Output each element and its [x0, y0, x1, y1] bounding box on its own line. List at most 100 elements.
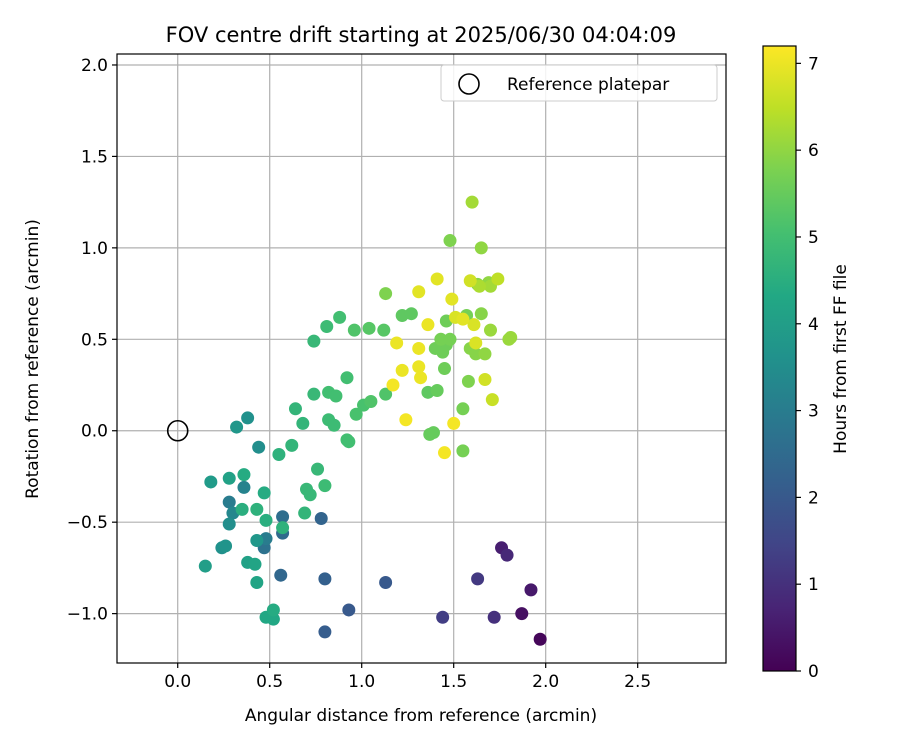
scatter-point	[222, 495, 236, 509]
scatter-point	[347, 323, 361, 337]
colorbar-tick-label: 6	[808, 141, 819, 161]
scatter-point	[266, 612, 280, 626]
colorbar-tick-label: 0	[808, 662, 819, 682]
y-tick-label: −1.0	[67, 605, 108, 625]
x-tick-label: 0.0	[164, 672, 191, 692]
colorbar-ticks: 0 1 2 3 4 5 6 7	[796, 54, 819, 682]
legend: Reference platepar	[440, 64, 718, 102]
y-axis-label: Rotation from reference (arcmin)	[23, 219, 43, 499]
scatter-point	[318, 625, 332, 639]
y-tick-label: 2.0	[81, 56, 108, 76]
y-tick-label: −0.5	[67, 513, 108, 533]
chart-title: FOV centre drift starting at 2025/06/30 …	[166, 23, 677, 47]
x-tick-label: 0.5	[256, 672, 283, 692]
scatter-point	[257, 486, 271, 500]
scatter-point	[478, 347, 492, 361]
scatter-point	[443, 234, 457, 248]
scatter-point	[204, 475, 218, 489]
scatter-point	[248, 557, 262, 571]
colorbar-tick-label: 4	[808, 315, 819, 335]
scatter-point	[471, 572, 485, 586]
scatter-point	[474, 307, 488, 321]
scatter-point	[515, 607, 529, 621]
scatter-point	[250, 533, 264, 547]
scatter-point	[483, 323, 497, 337]
scatter-point	[307, 387, 321, 401]
scatter-point	[379, 287, 393, 301]
scatter-point	[222, 471, 236, 485]
reference-platepar-marker	[166, 419, 189, 442]
scatter-point	[412, 341, 426, 355]
scatter-point	[237, 480, 251, 494]
scatter-point	[434, 332, 448, 346]
scatter-point	[364, 394, 378, 408]
scatter-point	[474, 241, 488, 255]
scatter-point	[276, 521, 290, 535]
x-axis-ticks: 0.0 0.5 1.0 1.5 2.0 2.5	[164, 663, 651, 692]
scatter-point	[276, 510, 290, 524]
scatter-point	[259, 513, 273, 527]
scatter-point	[250, 502, 264, 516]
scatter-point	[340, 371, 354, 385]
scatter-point	[524, 583, 538, 597]
scatter-point	[456, 444, 470, 458]
scatter-point	[296, 416, 310, 430]
scatter-point	[241, 411, 255, 425]
scatter-point	[447, 416, 461, 430]
scatter-point	[379, 576, 393, 590]
scatter-point	[491, 272, 505, 286]
scatter-point	[395, 363, 409, 377]
scatter-point	[456, 312, 470, 326]
scatter-point	[421, 318, 435, 332]
scatter-point	[456, 402, 470, 416]
scatter-point	[487, 610, 501, 624]
colorbar-label: Hours from first FF file	[831, 264, 851, 454]
x-tick-label: 1.0	[348, 672, 375, 692]
scatter-point	[274, 568, 288, 582]
scatter-point	[237, 468, 251, 482]
scatter-point	[222, 517, 236, 531]
scatter-point	[342, 435, 356, 449]
scatter-point	[303, 488, 317, 502]
colorbar-tick-label: 3	[808, 402, 819, 422]
plot-area-frame	[116, 53, 727, 664]
scatter-point	[399, 413, 413, 427]
scatter-point	[288, 402, 302, 416]
scatter-point	[461, 374, 475, 388]
scatter-point	[467, 318, 481, 332]
scatter-point	[314, 512, 328, 526]
scatter-point	[469, 347, 483, 361]
colorbar-tick-label: 7	[808, 54, 819, 74]
scatter-point	[414, 371, 428, 385]
scatter-point	[445, 292, 459, 306]
scatter-point	[436, 610, 450, 624]
x-tick-label: 1.5	[440, 672, 467, 692]
scatter-point	[430, 384, 444, 398]
scatter-point	[386, 378, 400, 392]
x-tick-label: 2.5	[624, 672, 651, 692]
scatter-point	[500, 548, 514, 562]
scatter-point	[252, 440, 266, 454]
colorbar-tick-label: 1	[808, 575, 819, 595]
scatter-point	[404, 307, 418, 321]
scatter-point	[198, 559, 212, 573]
scatter-point	[235, 502, 249, 516]
x-tick-label: 2.0	[532, 672, 559, 692]
scatter-point	[465, 195, 479, 209]
y-tick-label: 0.5	[81, 330, 108, 350]
legend-box	[440, 64, 718, 102]
colorbar: 0 1 2 3 4 5 6 7 Hours from first FF file	[762, 45, 851, 682]
scatter-point	[412, 360, 426, 374]
scatter-point	[349, 407, 363, 421]
scatter-point	[272, 448, 286, 462]
scatter-point	[285, 438, 299, 452]
legend-entry-label: Reference platepar	[507, 75, 669, 95]
x-axis-label: Angular distance from reference (arcmin)	[245, 706, 597, 726]
scatter-point	[469, 336, 483, 350]
scatter-points	[166, 195, 547, 646]
y-tick-label: 0.0	[81, 422, 108, 442]
scatter-point	[430, 272, 444, 286]
scatter-point	[485, 393, 499, 407]
scatter-point	[412, 285, 426, 299]
